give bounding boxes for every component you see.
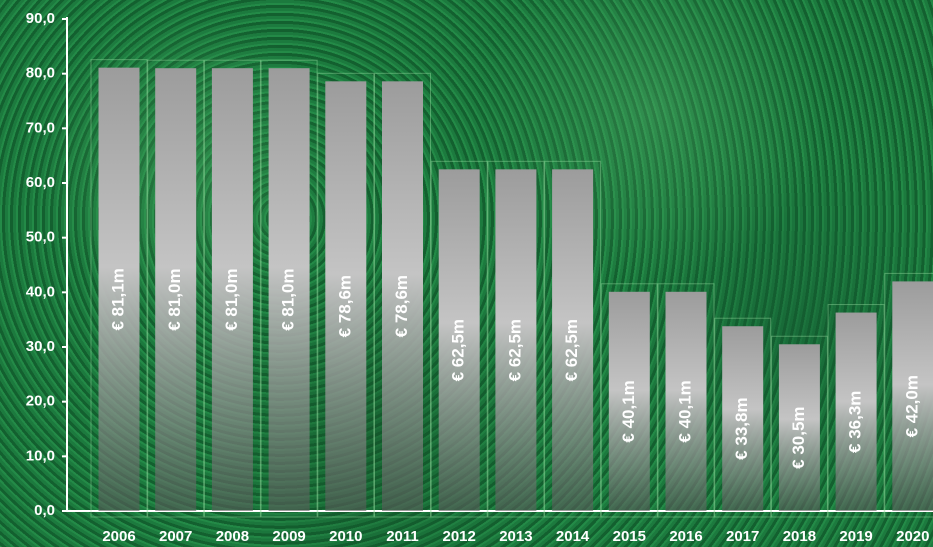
bar <box>778 344 820 511</box>
bar-frame <box>260 59 318 518</box>
bar <box>892 281 933 511</box>
x-tick-label: 2008 <box>216 528 249 545</box>
y-tick-label: 10,0 <box>26 447 55 464</box>
bar-frame <box>487 160 545 518</box>
bar <box>211 68 253 511</box>
x-tick-label: 2012 <box>443 528 476 545</box>
y-tick-label: 50,0 <box>26 229 55 246</box>
y-tick-label: 80,0 <box>26 65 55 82</box>
value-label: € 81,0m <box>222 268 241 330</box>
bar-frame <box>657 283 715 518</box>
bar-frame <box>714 317 772 518</box>
x-tick-label: 2007 <box>159 528 192 545</box>
y-tick-label: 90,0 <box>26 10 55 27</box>
bar-frame <box>374 72 431 518</box>
bar-frame <box>430 160 488 518</box>
bar <box>98 67 140 512</box>
y-tick-label: 60,0 <box>26 174 55 191</box>
y-tick-label: 20,0 <box>26 393 55 410</box>
value-label: € 62,5m <box>562 319 581 381</box>
bar-frame <box>203 59 261 518</box>
bar-frame <box>317 72 375 518</box>
x-tick-label: 2016 <box>669 528 702 545</box>
bar-frame <box>90 59 148 518</box>
value-label: € 62,5m <box>449 319 468 381</box>
value-label: € 33,8m <box>732 397 751 459</box>
value-label: € 40,1m <box>675 380 694 442</box>
x-tick-label: 2019 <box>839 528 872 545</box>
x-tick-label: 2014 <box>556 528 590 545</box>
bar <box>438 169 480 512</box>
value-label: € 62,5m <box>505 319 524 381</box>
value-label: € 78,6m <box>392 275 411 337</box>
x-tick-label: 2020 <box>896 528 929 545</box>
x-tick-label: 2006 <box>102 528 135 545</box>
value-label: € 78,6m <box>335 275 354 337</box>
bar-frame <box>147 59 205 518</box>
bar <box>665 291 707 511</box>
bar-frame <box>827 304 885 518</box>
x-tick-label: 2013 <box>499 528 532 545</box>
bar <box>382 81 423 511</box>
bar <box>608 291 650 511</box>
value-label: € 81,1m <box>108 268 127 330</box>
bar <box>552 169 594 512</box>
x-tick-label: 2017 <box>726 528 759 545</box>
bar <box>722 326 764 511</box>
bar <box>155 68 197 511</box>
y-tick-label: 0,0 <box>34 502 55 519</box>
bar-frame <box>600 283 658 518</box>
bar <box>268 68 310 511</box>
value-label: € 81,0m <box>279 268 298 330</box>
bar-frame <box>770 335 828 518</box>
y-tick-label: 70,0 <box>26 119 55 136</box>
bar <box>835 312 877 511</box>
value-label: € 42,0m <box>902 375 921 437</box>
bar-frame <box>544 160 602 518</box>
bar <box>495 169 537 512</box>
y-tick-label: 30,0 <box>26 338 55 355</box>
value-label: € 36,3m <box>846 391 865 453</box>
x-tick-label: 2018 <box>783 528 816 545</box>
x-tick-label: 2015 <box>613 528 646 545</box>
bar-frame <box>884 272 933 518</box>
x-tick-label: 2011 <box>386 528 419 545</box>
bar <box>325 81 367 511</box>
x-tick-label: 2010 <box>329 528 362 545</box>
value-label: € 81,0m <box>165 268 184 330</box>
y-tick-label: 40,0 <box>26 283 55 300</box>
x-tick-label: 2009 <box>272 528 305 545</box>
value-label: € 40,1m <box>619 380 638 442</box>
value-label: € 30,5m <box>789 406 808 468</box>
